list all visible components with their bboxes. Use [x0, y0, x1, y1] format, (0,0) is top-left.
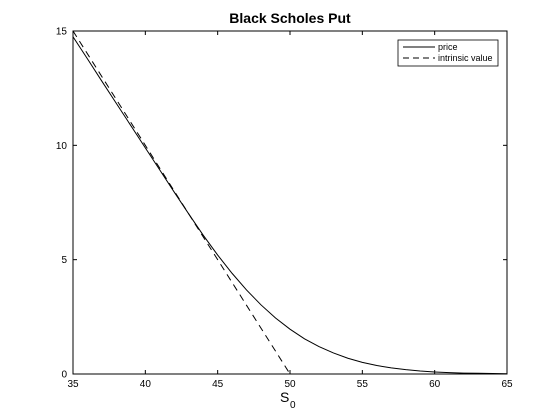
x-tick-label: 55 — [357, 379, 369, 390]
x-tick-label: 40 — [140, 379, 152, 390]
plot-area — [72, 30, 508, 375]
x-axis-label: S 0 — [280, 389, 296, 411]
x-tick-label: 65 — [501, 379, 513, 390]
legend-label-intrinsic-value: intrinsic value — [438, 53, 493, 63]
series-layer — [72, 30, 508, 375]
series-line-intrinsic-value — [72, 30, 507, 375]
legend-box — [397, 39, 499, 67]
x-tick-label: 35 — [67, 379, 79, 390]
legend: price intrinsic value — [397, 39, 499, 67]
legend-label-price: price — [438, 42, 458, 52]
chart-title: Black Scholes Put — [229, 10, 351, 26]
y-tick-label: 15 — [56, 27, 68, 38]
x-tick-label: 50 — [284, 379, 296, 390]
x-axis-label-main: S — [280, 389, 289, 405]
x-axis: 35 40 45 50 55 60 65 — [67, 31, 513, 390]
series-line-price — [72, 36, 508, 375]
x-axis-label-subscript: 0 — [290, 400, 296, 411]
x-tick-label: 60 — [429, 379, 441, 390]
y-tick-label: 5 — [61, 255, 67, 266]
x-tick-label: 45 — [212, 379, 224, 390]
y-tick-label: 10 — [56, 141, 68, 152]
y-tick-label: 0 — [61, 370, 67, 381]
